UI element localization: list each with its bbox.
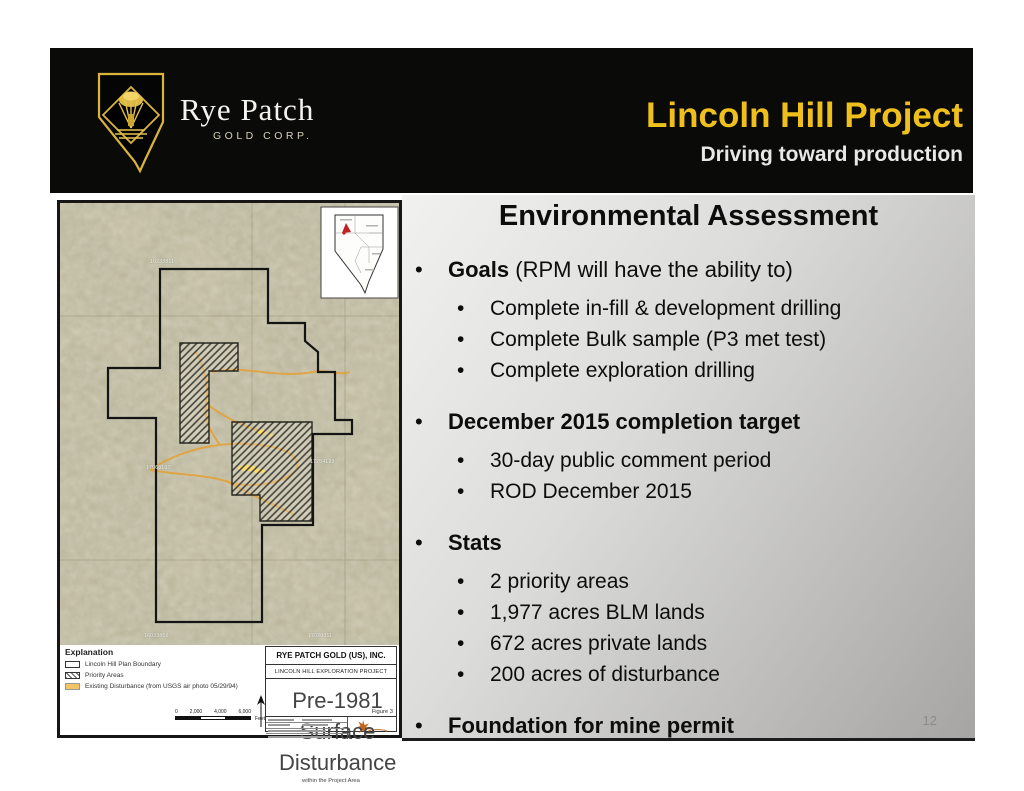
figure-caption-line1: Pre-1981 Surface Disturbance	[279, 688, 397, 775]
rye-patch-nevada-logo-icon	[97, 72, 165, 174]
bullet-glyph: •	[457, 480, 465, 503]
legend-heading: Explanation	[65, 647, 114, 657]
legend-items: Lincoln Hill Plan Boundary Priority Areas…	[65, 661, 238, 690]
page-number: 12	[922, 713, 937, 728]
bullet-item: • Complete Bulk sample (P3 met test)	[457, 324, 975, 355]
bullet-text: ROD December 2015	[490, 480, 692, 503]
scale-tick: 4,000	[214, 709, 227, 715]
bullet-item: • Goals (RPM will have the ability to)	[415, 254, 975, 285]
legend-item: Lincoln Hill Plan Boundary	[65, 661, 238, 668]
bullet-glyph: •	[457, 632, 465, 655]
map-info-table	[266, 717, 396, 739]
map-legend-area: Explanation Lincoln Hill Plan Boundary Pr…	[60, 645, 399, 784]
bullet-glyph: •	[457, 449, 465, 472]
bullet-item: • Complete exploration drilling	[457, 355, 975, 386]
bullet-item: • 1,977 acres BLM lands	[457, 597, 975, 628]
legend-swatch-disturbance	[65, 683, 80, 690]
bullet-text: 1,977 acres BLM lands	[490, 601, 705, 624]
bullet-item: • 672 acres private lands	[457, 628, 975, 659]
bullet-item: • 2 priority areas	[457, 566, 975, 597]
bullet-glyph: •	[457, 297, 465, 320]
bullet-glyph: •	[415, 257, 423, 282]
bullet-glyph: •	[415, 530, 423, 555]
bullet-text: Complete exploration drilling	[490, 359, 755, 382]
bullet-glyph: •	[457, 601, 465, 624]
aerial-map: 10233811 17063107 17254123 16033810 17020311	[60, 203, 399, 645]
scale-bar: 0 2,000 4,000 6,000 Feet	[175, 709, 270, 722]
legend-item: Priority Areas	[65, 672, 238, 679]
map-parcel-label: 17063107	[146, 465, 171, 471]
slide-project-subtitle: Driving toward production	[700, 143, 964, 166]
map-parcel-label: 10233811	[150, 259, 175, 265]
content-panel: Environmental Assessment • Goals (RPM wil…	[402, 195, 975, 741]
bullet-text: Stats	[448, 530, 502, 555]
bullet-glyph: •	[415, 713, 423, 738]
bullet-item: • Stats	[415, 527, 975, 558]
bullet-text: Goals (RPM will have the ability to)	[448, 257, 793, 282]
legend-swatch-hatch	[65, 672, 80, 679]
map-parcel-label: 17020311	[308, 633, 333, 639]
map-title-block: RYE PATCH GOLD (US), INC. LINCOLN HILL E…	[265, 646, 397, 784]
bullet-text: Foundation for mine permit	[448, 713, 734, 738]
map-figure-panel: 10233811 17063107 17254123 16033810 17020311…	[57, 200, 402, 784]
legend-label: Priority Areas	[85, 672, 124, 679]
bullet-glyph: •	[415, 409, 423, 434]
bullet-glyph: •	[457, 328, 465, 351]
nevada-inset-map	[320, 206, 399, 299]
bullet-glyph: •	[457, 570, 465, 593]
map-parcel-label: 16033810	[144, 633, 169, 639]
bullet-text: December 2015 completion target	[448, 409, 801, 434]
slide-project-title: Lincoln Hill Project	[646, 96, 963, 135]
figure-caption-line2: within the Project Area	[302, 778, 360, 784]
map-figure-caption: Pre-1981 Surface Disturbance within the …	[266, 685, 396, 784]
legend-label: Lincoln Hill Plan Boundary	[85, 661, 161, 668]
priority-areas	[179, 342, 313, 522]
figure-number: Figure 3	[371, 709, 393, 715]
map-company: RYE PATCH GOLD (US), INC.	[266, 647, 396, 665]
bullet-text: Complete in-fill & development drilling	[490, 297, 842, 320]
section-title: Environmental Assessment	[498, 200, 879, 232]
brand-name: Rye Patch	[180, 92, 315, 127]
north-arrow-icon	[257, 695, 265, 727]
bullet-glyph: •	[457, 663, 465, 686]
aerial-map-graphic	[60, 203, 399, 645]
bullet-item: • 200 acres of disturbance	[457, 659, 975, 690]
bullet-glyph: •	[457, 359, 465, 382]
bullet-text: Complete Bulk sample (P3 met test)	[490, 328, 827, 351]
bullet-text: 30-day public comment period	[490, 449, 772, 472]
scale-tick: 0	[175, 709, 178, 715]
plan-boundary-outline	[106, 267, 354, 624]
scale-tick: 2,000	[189, 709, 203, 715]
legend-label: Existing Disturbance (from USGS air phot…	[85, 683, 238, 690]
map-project: LINCOLN HILL EXPLORATION PROJECT	[266, 665, 396, 679]
bullet-text: 672 acres private lands	[490, 632, 708, 655]
bullet-item: • 30-day public comment period	[457, 445, 975, 476]
scale-strip	[175, 716, 251, 720]
header-band: Rye Patch GOLD CORP. Lincoln Hill Projec…	[50, 48, 973, 193]
legend-swatch-boundary	[65, 661, 80, 668]
bullet-text: 2 priority areas	[490, 570, 629, 593]
scale-unit: Feet	[255, 716, 266, 722]
bullet-item: • Foundation for mine permit	[415, 710, 975, 741]
bullet-item: • ROD December 2015	[457, 476, 975, 507]
map-parcel-label: 17254123	[310, 459, 335, 465]
brand-subname: GOLD CORP.	[213, 130, 313, 142]
bullet-item: • December 2015 completion target	[415, 406, 975, 437]
bullet-text: 200 acres of disturbance	[490, 663, 720, 686]
scale-tick: 6,000	[238, 709, 251, 715]
consultant-leaf-logo-icon	[355, 720, 387, 734]
bullet-list: • Goals (RPM will have the ability to) • Co…	[402, 254, 975, 741]
inset-location-marker	[342, 223, 351, 233]
bullet-item: • Complete in-fill & development drilling	[457, 293, 975, 324]
scale-ticks: 0 2,000 4,000 6,000	[175, 709, 251, 715]
legend-item: Existing Disturbance (from USGS air phot…	[65, 683, 238, 690]
